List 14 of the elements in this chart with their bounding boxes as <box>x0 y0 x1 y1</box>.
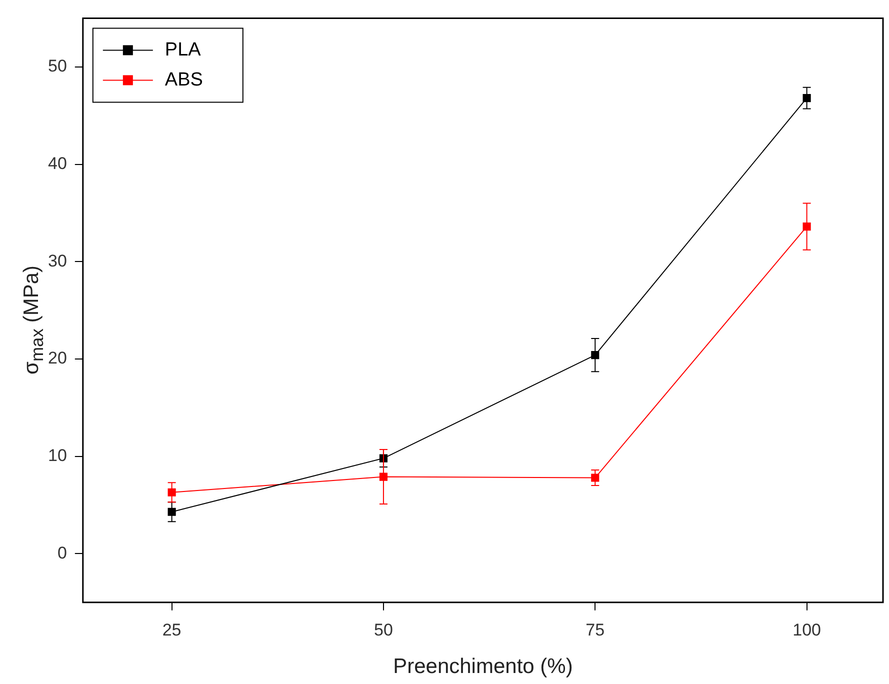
point <box>591 474 600 482</box>
x-tick-label: 50 <box>374 620 393 640</box>
y-tick-label: 30 <box>48 251 67 270</box>
x-tick-label: 25 <box>162 620 182 640</box>
x-tick-label: 75 <box>586 620 605 640</box>
y-tick-label: 50 <box>48 56 67 76</box>
y-tick-label: 40 <box>48 154 67 173</box>
x-tick-label: 100 <box>792 620 821 640</box>
y-tick-label: 20 <box>48 348 67 368</box>
y-tick-label: 0 <box>57 543 67 562</box>
legend-label: PLA <box>164 39 202 60</box>
y-tick-label: 10 <box>48 446 67 466</box>
legend-label: ABS <box>164 69 203 90</box>
x-axis-title: Preenchimento (%) <box>393 655 573 678</box>
